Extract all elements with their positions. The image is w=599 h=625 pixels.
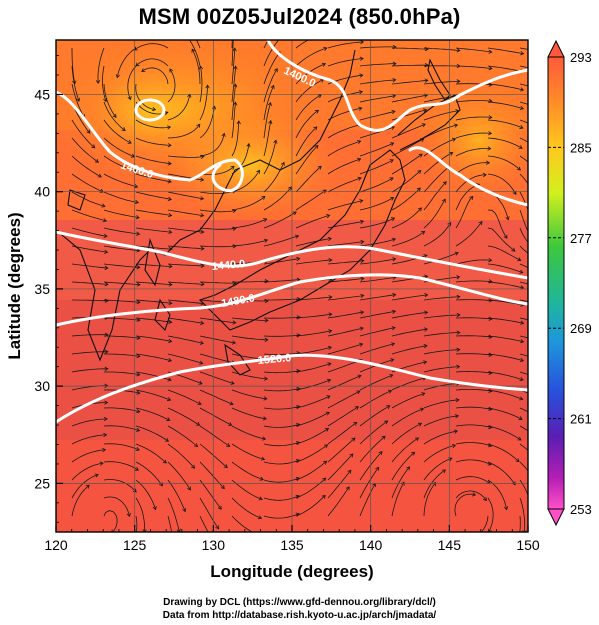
colorbar-tick-label: 253 — [570, 502, 592, 517]
contour-label-1440: 1440.0 — [211, 258, 246, 273]
wind-streamlines — [71, 40, 528, 532]
low-center-contour — [134, 98, 166, 122]
contour-labels: 1400.0 1400.0 1440.0 1480.0 1520.0 — [119, 65, 317, 367]
colorbar: 293 285 277 269 261 253 — [547, 39, 592, 527]
chart-title: MSM 00Z05Jul2024 (850.0hPa) — [138, 4, 461, 29]
x-tick-label: 135 — [280, 537, 304, 553]
contour-line-1400-north — [266, 40, 528, 132]
contour-line-1520 — [56, 353, 528, 424]
colorbar-gradient — [547, 56, 565, 510]
contour-line-1400-east — [408, 146, 528, 207]
colorbar-tick-label: 269 — [570, 321, 592, 336]
y-tick-label: 35 — [34, 281, 50, 297]
x-axis-label: Longitude (degrees) — [210, 562, 373, 581]
x-tick-label: 145 — [438, 537, 462, 553]
credits-data: Data from http://database.rish.kyoto-u.a… — [162, 610, 437, 621]
y-tick-label: 25 — [34, 475, 50, 491]
colorbar-ticks: 293 285 277 269 261 253 — [548, 50, 592, 517]
geopotential-contours — [56, 40, 528, 424]
colorbar-tick-label: 285 — [570, 140, 592, 155]
contour-label-1520: 1520.0 — [257, 352, 292, 367]
contour-line-1400-west — [56, 90, 244, 193]
credits-drawing: Drawing by DCL (https://www.gfd-dennou.o… — [163, 597, 436, 608]
colorbar-top-arrow — [547, 39, 565, 58]
colorbar-tick-label: 293 — [570, 50, 592, 65]
contour-label-1480: 1480.0 — [220, 292, 255, 310]
x-axis-ticks: 120 125 130 135 140 145 150 — [44, 525, 540, 553]
contour-line-1480 — [56, 273, 528, 327]
y-axis-label: Latitude (degrees) — [5, 212, 24, 359]
temperature-field — [56, 40, 528, 532]
y-axis-ticks: 25 30 35 40 45 — [34, 55, 63, 523]
x-tick-label: 150 — [516, 537, 540, 553]
y-tick-label: 45 — [34, 86, 50, 102]
x-tick-label: 120 — [44, 537, 68, 553]
x-tick-label: 130 — [202, 537, 226, 553]
colorbar-tick-label: 277 — [570, 231, 592, 246]
x-tick-label: 140 — [359, 537, 383, 553]
coastlines — [56, 49, 461, 376]
colorbar-tick-label: 261 — [570, 412, 592, 427]
contour-line-1440 — [56, 230, 528, 280]
y-tick-label: 40 — [34, 184, 50, 200]
x-tick-label: 125 — [123, 537, 147, 553]
colorbar-bottom-arrow — [547, 508, 565, 527]
y-tick-label: 30 — [34, 378, 50, 394]
